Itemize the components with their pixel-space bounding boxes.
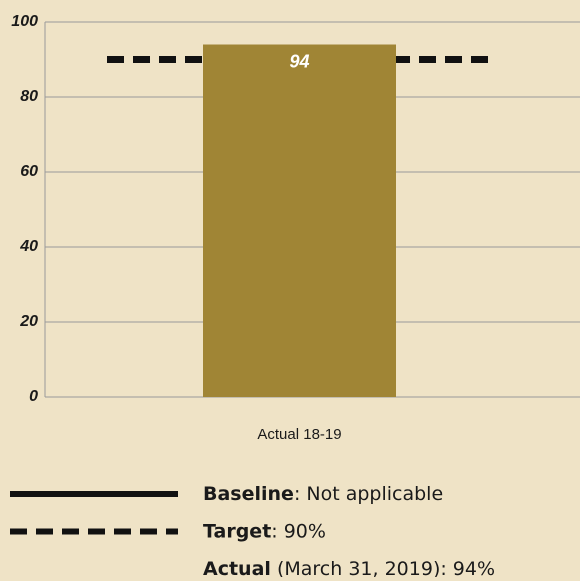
legend-name: Actual	[203, 558, 271, 578]
y-tick-label: 40	[19, 238, 38, 255]
y-tick-label: 0	[29, 388, 38, 405]
legend-text: : Not applicable	[294, 483, 443, 505]
legend-name: Baseline	[203, 483, 294, 505]
x-tick-label: Actual 18-19	[257, 426, 341, 443]
y-tick-label: 100	[11, 13, 38, 30]
legend-entry: Target: 90%	[203, 520, 326, 542]
legend-entry: Actual (March 31, 2019): 94%	[203, 558, 495, 578]
y-tick-label: 60	[20, 163, 38, 180]
legend-text: (March 31, 2019): 94%	[271, 558, 495, 578]
legend-text: : 90%	[271, 520, 326, 542]
bar	[203, 44, 396, 397]
y-tick-label: 20	[19, 313, 38, 330]
legend-name: Target	[203, 520, 271, 542]
y-tick-label: 80	[20, 88, 38, 105]
legend-entry: Baseline: Not applicable	[203, 483, 443, 505]
data-label: 94	[289, 51, 309, 71]
